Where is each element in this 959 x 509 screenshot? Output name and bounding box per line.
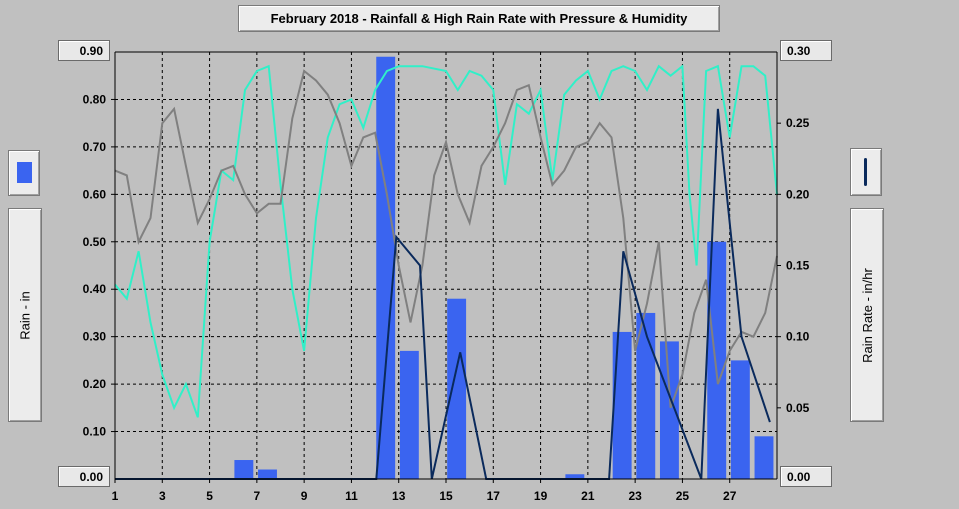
rain-bar <box>612 331 632 479</box>
x-tick-label: 23 <box>628 489 642 503</box>
x-tick-label: 7 <box>254 489 261 503</box>
rain-bar <box>636 312 656 479</box>
left-tick-label: 0.80 <box>83 92 107 106</box>
rain-swatch-icon <box>17 162 32 183</box>
rain-bars <box>234 56 774 479</box>
right-tick-label: 0.20 <box>786 187 810 201</box>
left-tick-label: 0.60 <box>83 187 107 201</box>
x-tick-label: 5 <box>206 489 213 503</box>
left-bottom-tick-box: 0.00 <box>58 466 110 487</box>
rain-bar <box>234 460 254 479</box>
right-tick-label: 0.15 <box>786 259 810 273</box>
right-tick-label: 0.05 <box>786 401 810 415</box>
rain-bar <box>659 341 679 479</box>
x-tick-label: 3 <box>159 489 166 503</box>
pressure-line <box>114 69 778 409</box>
x-tick-label: 11 <box>345 489 358 503</box>
x-tick-label: 9 <box>301 489 308 503</box>
grid <box>115 52 777 479</box>
left-tick-label: 0.20 <box>83 377 107 391</box>
rain-rate-legend-swatch <box>850 148 882 196</box>
rain-bar <box>258 469 277 479</box>
rain-rate-swatch-icon <box>864 158 867 186</box>
left-tick-label: 0.70 <box>83 140 107 154</box>
x-tick-label: 27 <box>723 489 737 503</box>
right-axis-label: Rain Rate - in/hr <box>850 208 884 422</box>
rain-legend-swatch <box>8 150 40 196</box>
rain-bar <box>707 241 727 479</box>
x-tick-label: 1 <box>112 489 119 503</box>
rain-bar <box>447 298 467 479</box>
x-tick-label: 25 <box>676 489 690 503</box>
left-tick-label: 0.50 <box>83 235 107 249</box>
rain-bar <box>730 360 750 479</box>
humidity-line <box>114 64 778 418</box>
right-bottom-tick-box: 0.00 <box>780 466 832 487</box>
left-axis-label: Rain - in <box>8 208 42 422</box>
chart-title: February 2018 - Rainfall & High Rain Rat… <box>238 5 720 32</box>
x-tick-label: 17 <box>487 489 501 503</box>
right-tick-label: 0.10 <box>786 330 810 344</box>
left-top-tick-box: 0.90 <box>58 40 110 61</box>
series-lines <box>114 64 778 480</box>
right-top-tick-box: 0.30 <box>780 40 832 61</box>
x-tick-label: 21 <box>581 489 595 503</box>
rain-bar <box>399 350 419 479</box>
plot-frame <box>111 51 781 483</box>
x-tick-label: 15 <box>439 489 453 503</box>
left-tick-label: 0.40 <box>83 282 107 296</box>
tick-labels: 0.10 0.20 0.30 0.40 0.50 0.60 0.70 0.80 0.05 0.10… <box>83 92 810 503</box>
left-tick-label: 0.30 <box>83 330 107 344</box>
rain-bar <box>754 436 774 479</box>
rain-bar <box>376 56 396 479</box>
left-tick-label: 0.10 <box>83 425 107 439</box>
rain-bar <box>565 474 585 479</box>
x-tick-label: 19 <box>534 489 548 503</box>
right-tick-label: 0.25 <box>786 116 810 130</box>
x-tick-label: 13 <box>392 489 406 503</box>
